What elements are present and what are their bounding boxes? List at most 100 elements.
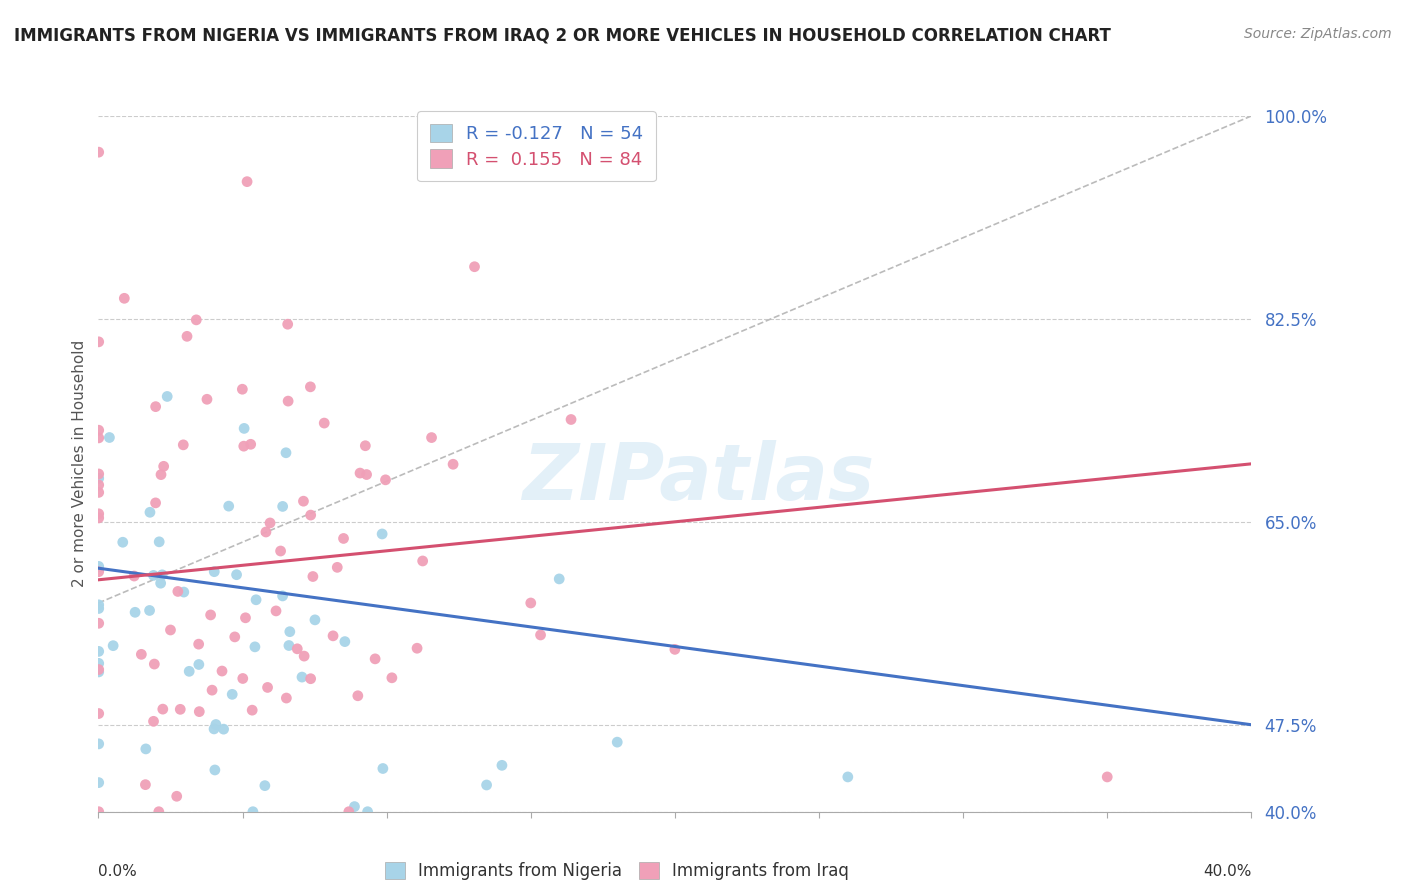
Point: [87, 601, 110, 615]
Point: [87, 665, 110, 679]
Point: [235, 611, 257, 625]
Point: [381, 671, 404, 685]
Point: [239, 437, 262, 451]
Point: [343, 799, 366, 814]
Point: [299, 508, 322, 522]
Point: [169, 702, 191, 716]
Point: [159, 623, 181, 637]
Point: [143, 657, 166, 671]
Point: [173, 585, 195, 599]
Point: [285, 641, 308, 656]
Point: [142, 568, 165, 582]
Point: [150, 567, 173, 582]
Point: [277, 639, 299, 653]
Point: [314, 416, 336, 430]
Point: [166, 789, 188, 804]
Point: [195, 392, 218, 407]
Point: [274, 446, 297, 460]
Point: [1097, 770, 1119, 784]
Point: [87, 657, 110, 671]
Point: [87, 334, 110, 349]
Point: [87, 644, 110, 658]
Point: [211, 664, 233, 678]
Text: 0.0%: 0.0%: [98, 863, 138, 879]
Text: Source: ZipAtlas.com: Source: ZipAtlas.com: [1244, 27, 1392, 41]
Point: [205, 717, 228, 731]
Point: [98, 430, 121, 444]
Point: [200, 607, 222, 622]
Point: [145, 496, 167, 510]
Point: [356, 467, 378, 482]
Point: [243, 640, 266, 654]
Point: [270, 544, 292, 558]
Point: [187, 657, 209, 672]
Point: [356, 805, 378, 819]
Point: [87, 737, 110, 751]
Point: [111, 535, 134, 549]
Point: [560, 412, 582, 426]
Point: [371, 527, 394, 541]
Point: [292, 649, 315, 664]
Point: [204, 763, 226, 777]
Point: [87, 616, 110, 631]
Point: [277, 317, 299, 331]
Point: [292, 494, 315, 508]
Point: [299, 380, 322, 394]
Point: [202, 565, 225, 579]
Point: [87, 805, 110, 819]
Point: [491, 758, 513, 772]
Point: [176, 329, 198, 343]
Point: [333, 634, 356, 648]
Point: [172, 438, 194, 452]
Point: [124, 605, 146, 619]
Point: [112, 291, 135, 305]
Point: [138, 603, 160, 617]
Point: [152, 459, 174, 474]
Text: IMMIGRANTS FROM NIGERIA VS IMMIGRANTS FROM IRAQ 2 OR MORE VEHICLES IN HOUSEHOLD : IMMIGRANTS FROM NIGERIA VS IMMIGRANTS FR…: [14, 27, 1111, 45]
Point: [277, 394, 299, 409]
Point: [218, 499, 240, 513]
Point: [87, 559, 110, 574]
Point: [135, 742, 157, 756]
Point: [232, 439, 254, 453]
Point: [186, 313, 208, 327]
Point: [276, 691, 298, 706]
Point: [221, 687, 243, 701]
Point: [299, 672, 322, 686]
Point: [242, 805, 264, 819]
Point: [302, 569, 325, 583]
Point: [87, 423, 110, 437]
Point: [271, 589, 294, 603]
Point: [354, 439, 377, 453]
Point: [548, 572, 571, 586]
Point: [346, 689, 368, 703]
Point: [212, 722, 235, 736]
Point: [87, 467, 110, 481]
Point: [202, 722, 225, 736]
Point: [150, 467, 173, 482]
Point: [201, 683, 224, 698]
Point: [240, 703, 263, 717]
Point: [475, 778, 498, 792]
Point: [837, 770, 859, 784]
Point: [225, 567, 247, 582]
Point: [231, 382, 253, 396]
Point: [232, 672, 254, 686]
Point: [87, 598, 110, 612]
Text: ZIPatlas: ZIPatlas: [522, 440, 875, 516]
Point: [606, 735, 628, 749]
Point: [87, 471, 110, 485]
Legend: Immigrants from Nigeria, Immigrants from Iraq: Immigrants from Nigeria, Immigrants from…: [378, 855, 856, 887]
Point: [332, 532, 354, 546]
Point: [101, 639, 124, 653]
Point: [406, 641, 429, 656]
Point: [233, 421, 256, 435]
Point: [87, 478, 110, 492]
Point: [187, 637, 209, 651]
Point: [463, 260, 485, 274]
Point: [291, 670, 314, 684]
Point: [271, 500, 294, 514]
Point: [236, 175, 259, 189]
Point: [264, 604, 287, 618]
Point: [87, 663, 110, 677]
